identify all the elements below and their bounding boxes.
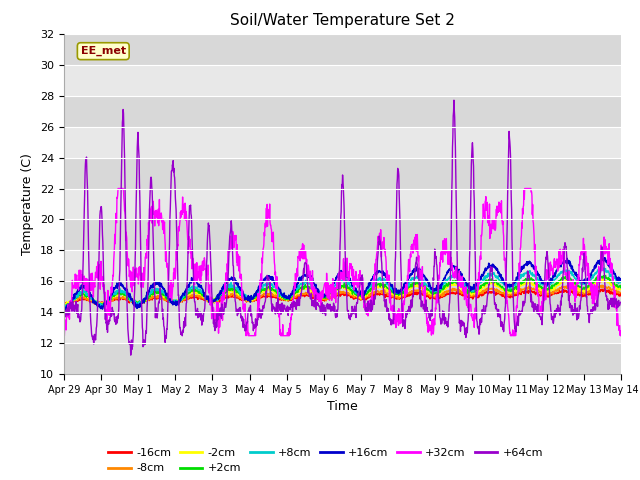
-8cm [328, 292, 336, 298]
Bar [64, 34, 621, 65]
-8cm [617, 289, 625, 295]
Line: -2cm: -2cm [64, 277, 621, 306]
Y-axis label: Temperature (C): Temperature (C) [22, 153, 35, 255]
-2cm [62, 303, 70, 309]
-16cm [328, 294, 336, 300]
Legend: -16cm, -8cm, -2cm, +2cm, +8cm, +16cm, +32cm, +64cm: -16cm, -8cm, -2cm, +2cm, +8cm, +16cm, +3… [104, 444, 547, 478]
-2cm [148, 292, 156, 298]
X-axis label: Time: Time [327, 400, 358, 413]
-2cm [317, 293, 325, 299]
+2cm [611, 279, 618, 285]
+16cm [148, 284, 156, 289]
-8cm [62, 303, 70, 309]
Bar [64, 219, 621, 251]
+32cm [556, 262, 564, 267]
+16cm [317, 292, 325, 298]
Bar [64, 281, 621, 312]
+8cm [556, 271, 563, 276]
+2cm [328, 289, 336, 295]
-8cm [60, 300, 68, 306]
+64cm [127, 352, 134, 358]
+16cm [60, 305, 68, 311]
-16cm [611, 291, 618, 297]
-2cm [556, 280, 563, 286]
Line: -8cm: -8cm [64, 286, 621, 306]
Bar [64, 96, 621, 127]
+2cm [602, 273, 609, 278]
+8cm [147, 289, 155, 295]
+32cm [61, 333, 68, 338]
-16cm [60, 301, 68, 307]
Bar [64, 157, 621, 189]
+32cm [60, 326, 68, 332]
+8cm [598, 264, 605, 270]
+8cm [610, 274, 618, 279]
-16cm [148, 295, 156, 301]
-8cm [599, 283, 607, 288]
-2cm [60, 302, 68, 308]
-16cm [600, 286, 608, 291]
+16cm [556, 263, 563, 269]
+8cm [617, 280, 625, 286]
-8cm [474, 292, 482, 298]
+32cm [318, 290, 326, 296]
+64cm [617, 300, 625, 305]
+64cm [611, 295, 618, 301]
-8cm [611, 288, 618, 294]
Line: +8cm: +8cm [64, 267, 621, 309]
+64cm [450, 97, 458, 103]
+2cm [474, 286, 482, 292]
-2cm [617, 287, 625, 292]
Line: +32cm: +32cm [64, 189, 621, 336]
+16cm [474, 279, 482, 285]
+2cm [317, 293, 325, 299]
-8cm [317, 295, 325, 300]
-16cm [617, 292, 625, 298]
+16cm [61, 308, 68, 314]
Line: -16cm: -16cm [64, 288, 621, 305]
Line: +64cm: +64cm [64, 100, 621, 355]
Text: EE_met: EE_met [81, 46, 126, 56]
+2cm [556, 278, 563, 284]
+8cm [474, 285, 481, 290]
-16cm [317, 297, 325, 302]
-2cm [328, 291, 336, 297]
+32cm [617, 333, 625, 338]
-8cm [148, 294, 156, 300]
+32cm [148, 208, 156, 214]
+16cm [617, 277, 625, 283]
Line: +16cm: +16cm [64, 257, 621, 311]
+2cm [148, 290, 156, 296]
+2cm [62, 304, 70, 310]
+64cm [474, 326, 482, 332]
+2cm [617, 285, 625, 290]
+2cm [60, 302, 68, 308]
Title: Soil/Water Temperature Set 2: Soil/Water Temperature Set 2 [230, 13, 455, 28]
-2cm [474, 291, 482, 297]
-16cm [63, 302, 71, 308]
Line: +2cm: +2cm [64, 276, 621, 307]
+64cm [60, 310, 68, 316]
+8cm [60, 306, 68, 312]
+64cm [328, 304, 336, 310]
-16cm [556, 288, 563, 293]
+32cm [328, 288, 336, 294]
+32cm [474, 287, 482, 293]
+32cm [114, 186, 122, 192]
Bar [64, 343, 621, 374]
+16cm [328, 283, 336, 288]
-2cm [611, 285, 618, 290]
+8cm [317, 292, 325, 298]
+8cm [328, 287, 335, 292]
+32cm [611, 304, 618, 310]
+16cm [611, 272, 618, 277]
+64cm [556, 312, 564, 318]
+64cm [148, 177, 156, 182]
-16cm [474, 295, 482, 301]
+16cm [598, 254, 606, 260]
-2cm [599, 275, 607, 280]
+64cm [317, 308, 325, 314]
-8cm [556, 285, 563, 290]
